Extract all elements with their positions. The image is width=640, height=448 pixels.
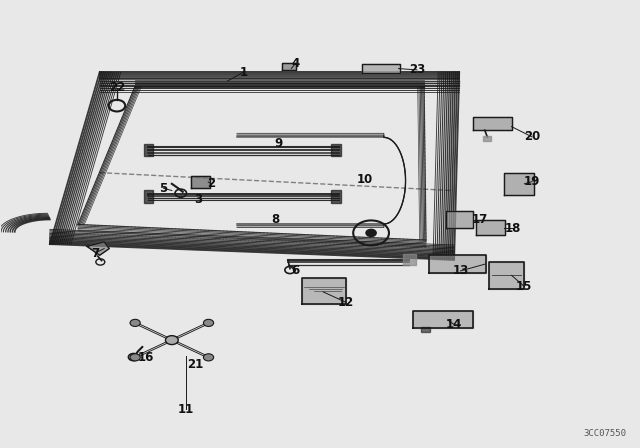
Text: 8: 8	[271, 213, 280, 226]
Text: 6: 6	[292, 264, 300, 277]
Polygon shape	[473, 117, 511, 130]
Circle shape	[166, 336, 178, 345]
Circle shape	[130, 354, 140, 361]
Polygon shape	[403, 254, 416, 265]
Text: 10: 10	[356, 173, 373, 186]
Polygon shape	[362, 64, 400, 73]
Polygon shape	[145, 144, 153, 156]
Text: 3: 3	[195, 193, 203, 206]
Polygon shape	[489, 262, 524, 289]
Text: 3CC07550: 3CC07550	[584, 429, 627, 439]
Text: 11: 11	[178, 403, 194, 416]
Polygon shape	[421, 327, 430, 332]
Text: 5: 5	[159, 182, 168, 195]
Polygon shape	[331, 144, 341, 156]
Text: 2: 2	[207, 177, 216, 190]
Text: 20: 20	[524, 130, 540, 143]
Circle shape	[204, 319, 214, 327]
Polygon shape	[504, 172, 534, 195]
Polygon shape	[282, 63, 296, 70]
Polygon shape	[429, 255, 486, 273]
Text: 13: 13	[452, 264, 468, 277]
Circle shape	[204, 354, 214, 361]
Text: 23: 23	[409, 64, 425, 77]
Polygon shape	[331, 190, 341, 202]
Polygon shape	[483, 136, 491, 142]
Text: 15: 15	[516, 280, 532, 293]
Text: 19: 19	[524, 175, 540, 188]
Text: 18: 18	[505, 222, 521, 235]
Text: 16: 16	[138, 352, 154, 365]
Text: 7: 7	[91, 246, 99, 259]
Polygon shape	[476, 220, 505, 235]
Polygon shape	[191, 176, 210, 188]
Circle shape	[130, 319, 140, 327]
Text: 4: 4	[292, 57, 300, 70]
Text: 21: 21	[188, 358, 204, 371]
Polygon shape	[145, 190, 153, 202]
Polygon shape	[447, 211, 473, 228]
Polygon shape	[302, 278, 346, 304]
Text: 22: 22	[109, 81, 125, 94]
Text: 9: 9	[275, 137, 283, 150]
Circle shape	[366, 229, 376, 237]
Text: 14: 14	[446, 318, 462, 331]
Text: 12: 12	[337, 296, 354, 309]
Polygon shape	[87, 242, 109, 255]
Polygon shape	[413, 311, 473, 327]
Text: 1: 1	[239, 66, 248, 79]
Text: 17: 17	[472, 213, 488, 226]
